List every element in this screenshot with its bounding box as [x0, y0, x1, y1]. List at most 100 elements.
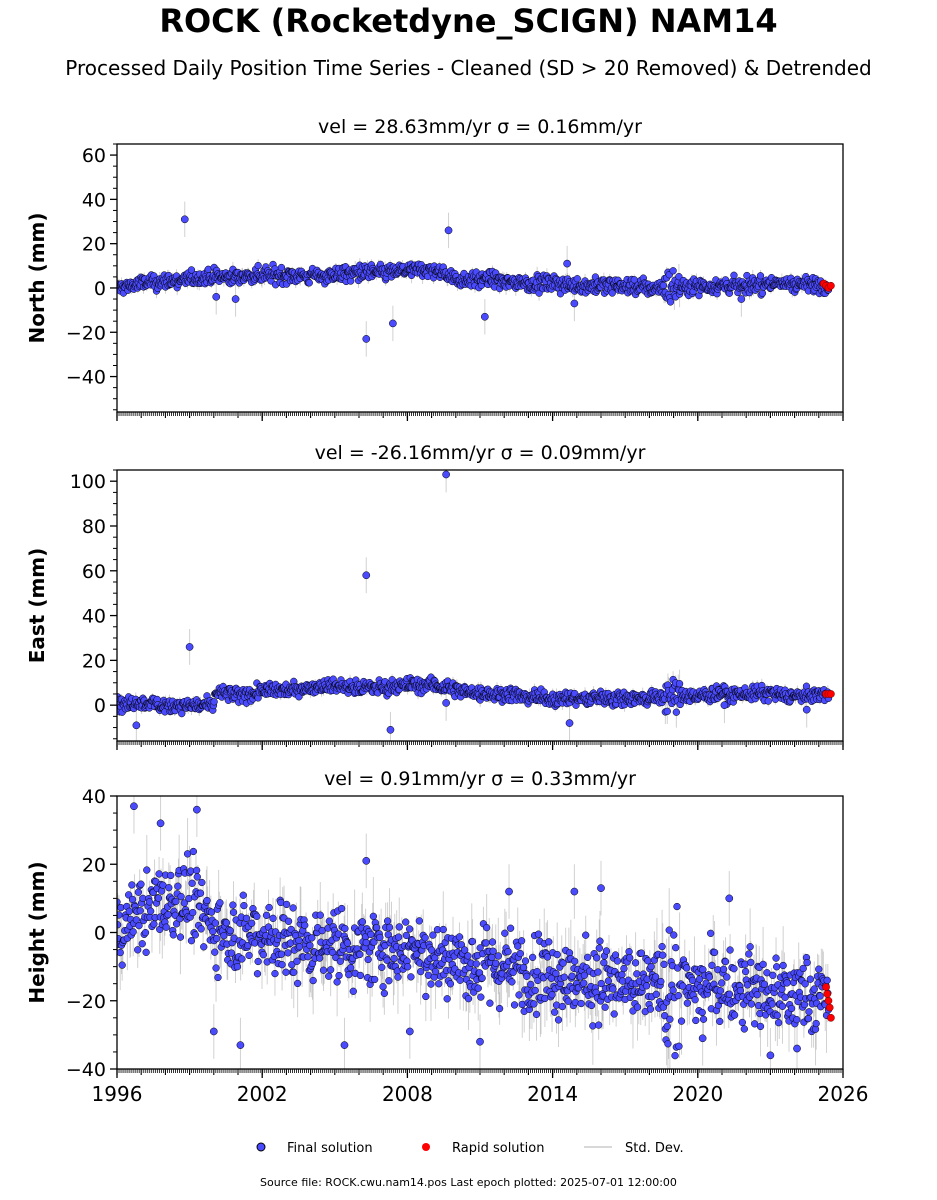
- data-point: [245, 951, 253, 960]
- data-point: [326, 966, 335, 974]
- data-point: [147, 907, 155, 915]
- data-point: [155, 870, 163, 878]
- data-point: [349, 987, 357, 995]
- data-point: [211, 919, 220, 927]
- data-point: [154, 894, 163, 902]
- outlier-point: [442, 699, 450, 707]
- y-axis-label: Height (mm): [25, 861, 49, 1003]
- data-point: [367, 930, 375, 939]
- outlier-point: [132, 721, 141, 730]
- data-point: [174, 882, 182, 890]
- data-point: [325, 972, 333, 980]
- data-point: [336, 957, 344, 965]
- data-point: [165, 884, 173, 892]
- data-point: [229, 901, 237, 909]
- data-point: [608, 289, 616, 297]
- data-point: [203, 896, 211, 905]
- data-point: [306, 941, 314, 950]
- data-point: [358, 918, 367, 926]
- data-point: [134, 888, 143, 896]
- data-point: [254, 261, 262, 270]
- data-point: [663, 707, 671, 715]
- plot-area: [117, 201, 835, 357]
- data-point: [226, 927, 234, 935]
- data-point: [138, 940, 146, 948]
- rapid-point: [827, 281, 835, 290]
- data-point: [117, 898, 121, 906]
- data-point: [262, 911, 271, 919]
- data-point: [169, 931, 177, 939]
- y-tick-label: 0: [94, 695, 106, 717]
- page-title: ROCK (Rocketdyne_SCIGN) NAM14: [159, 2, 778, 40]
- data-point: [669, 267, 677, 275]
- north-panel: vel = 28.63mm/yr σ = 0.16mm/yr North (mm)…: [25, 116, 844, 421]
- outlier-point: [386, 725, 395, 734]
- panel-title: vel = 0.91mm/yr σ = 0.33mm/yr: [324, 768, 636, 790]
- outlier-point: [570, 299, 579, 308]
- outlier-point: [231, 295, 240, 303]
- outlier-point: [212, 292, 221, 301]
- data-point: [293, 979, 302, 988]
- data-point: [187, 937, 196, 945]
- data-point: [207, 908, 216, 916]
- plot-area: [117, 796, 835, 1069]
- data-point: [356, 971, 365, 980]
- data-point: [325, 917, 333, 925]
- data-point: [164, 911, 172, 919]
- data-point: [341, 924, 349, 933]
- data-point: [134, 946, 142, 954]
- data-point: [378, 963, 386, 972]
- data-point: [347, 277, 355, 285]
- data-point: [309, 976, 317, 985]
- data-point: [284, 949, 292, 957]
- data-point: [284, 917, 293, 925]
- data-point: [277, 263, 286, 272]
- data-point: [210, 698, 218, 706]
- data-point: [197, 925, 205, 933]
- data-point: [216, 899, 224, 907]
- data-point: [135, 922, 143, 930]
- data-point: [288, 961, 296, 969]
- data-point: [335, 971, 343, 980]
- y-tick-label: 100: [70, 471, 106, 493]
- data-point: [143, 866, 151, 874]
- data-point: [316, 911, 324, 919]
- y-tick-label: 20: [82, 650, 106, 672]
- data-point: [192, 866, 201, 875]
- data-point: [136, 907, 144, 915]
- y-tick-label: 80: [82, 516, 106, 538]
- data-point: [295, 936, 303, 945]
- outlier-point: [720, 701, 729, 710]
- data-point: [162, 923, 170, 931]
- data-point: [333, 978, 341, 986]
- outlier-point: [565, 719, 574, 727]
- outlier-point: [362, 571, 371, 580]
- data-point: [128, 881, 136, 889]
- data-point: [145, 898, 154, 906]
- data-point: [380, 989, 389, 998]
- data-point: [756, 272, 765, 280]
- data-point: [278, 961, 286, 969]
- data-point: [672, 708, 680, 716]
- data-point: [196, 889, 205, 897]
- data-point: [229, 908, 238, 916]
- data-point: [383, 917, 392, 925]
- data-point: [675, 680, 684, 688]
- data-point: [189, 847, 198, 856]
- data-point: [191, 931, 199, 939]
- data-point: [289, 904, 297, 912]
- rapid-points: [822, 690, 835, 698]
- outlier-point: [737, 295, 746, 303]
- data-point: [347, 964, 355, 972]
- data-point: [172, 897, 180, 906]
- data-point: [372, 923, 381, 932]
- data-point: [137, 880, 145, 888]
- data-point: [265, 903, 273, 912]
- y-tick-label: −40: [66, 367, 106, 389]
- data-point: [150, 920, 158, 928]
- y-tick-label: 60: [82, 145, 106, 167]
- data-point: [343, 939, 352, 947]
- data-point: [253, 912, 261, 920]
- data-point: [356, 950, 364, 959]
- outlier-point: [180, 215, 189, 224]
